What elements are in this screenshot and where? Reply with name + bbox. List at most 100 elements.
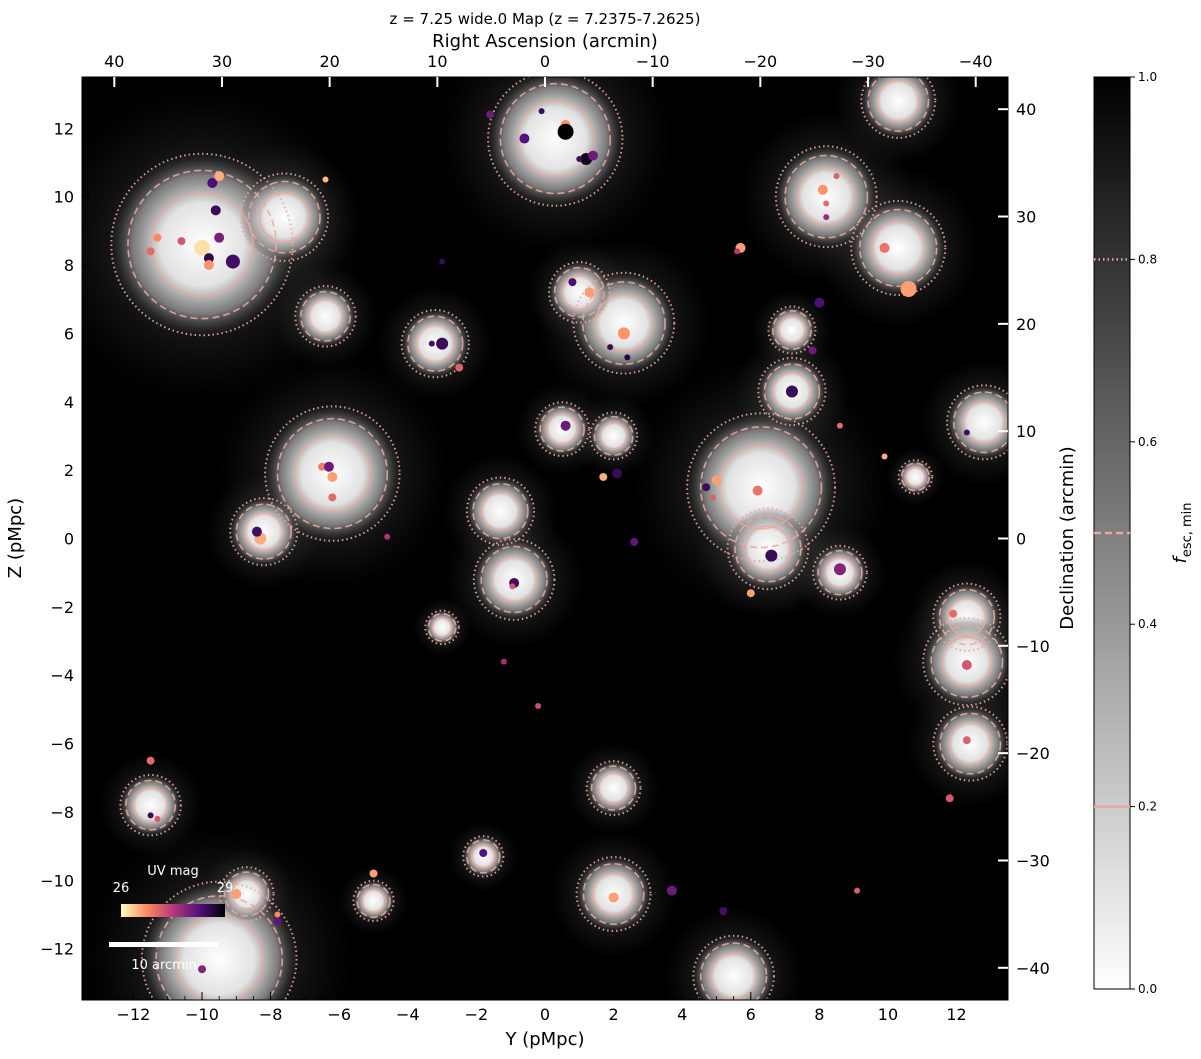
x-tick-label-1: −10 <box>185 1005 219 1024</box>
ionized-region-20 <box>400 309 470 378</box>
contour-solid-5 <box>594 294 653 353</box>
ionized-region-34 <box>424 610 460 645</box>
contour-dotted-30 <box>897 459 934 495</box>
galaxy-39 <box>630 537 639 546</box>
galaxy-11 <box>322 176 329 183</box>
right-tick-label-6: −20 <box>1016 744 1050 763</box>
bottom-x-axis: −12 −10 −8 −6 −4 −2 0 2 4 6 8 10 12 <box>98 992 992 1024</box>
galaxy-44 <box>765 549 778 562</box>
contour-dotted-18 <box>472 538 556 621</box>
galaxy-5 <box>207 177 218 188</box>
galaxy-67 <box>500 658 507 665</box>
contour-dotted-26 <box>692 934 775 1000</box>
contour-dotted-13 <box>767 305 817 355</box>
galaxy-7 <box>153 233 162 242</box>
left-y-axis: −12 −10 −8 −6 −4 −2 0 2 4 6 8 10 12 <box>40 93 90 984</box>
ionized-region-4 <box>229 497 299 566</box>
contour-solid-16 <box>941 636 993 687</box>
contour-solid-12 <box>772 371 812 412</box>
y-tick-label-12: 12 <box>54 119 74 138</box>
contour-solid-25 <box>592 872 636 916</box>
contour-solid-11 <box>871 220 926 276</box>
galaxy-74 <box>274 911 281 918</box>
contour-solid-1 <box>259 191 310 243</box>
contour-dashed-7 <box>699 426 823 549</box>
contour-dotted-0 <box>110 152 294 337</box>
galaxy-50 <box>785 385 798 398</box>
top-tick-label-7: −30 <box>851 52 885 71</box>
fesc-colorbar-contour-levels <box>1094 258 1130 808</box>
contour-dotted-21 <box>294 285 357 348</box>
x-tick-label-11: 10 <box>878 1005 898 1024</box>
right-tick-label-1: 30 <box>1016 208 1036 227</box>
cbar-tick-label-5: 1.0 <box>1138 70 1157 84</box>
galaxy-30 <box>323 461 334 472</box>
galaxy-52 <box>814 297 825 308</box>
right-y-axis: 40 30 20 10 0 −10 −20 −30 −40 <box>998 100 1050 978</box>
contour-solid-19 <box>480 491 521 531</box>
contour-solid-0 <box>150 192 254 297</box>
contour-dashed-2 <box>499 82 611 195</box>
galaxy-22 <box>568 278 577 287</box>
contour-dashed-20 <box>407 315 464 372</box>
ionized-region-19 <box>466 476 535 546</box>
x-tick-label-2: −8 <box>259 1005 283 1024</box>
contour-solid-20 <box>415 323 455 364</box>
contour-solid-28 <box>546 413 579 445</box>
galaxy-80 <box>854 887 861 894</box>
x-tick-label-10: 8 <box>814 1005 824 1024</box>
galaxy-51 <box>808 346 817 355</box>
galaxy-0 <box>194 239 211 256</box>
galaxy-10 <box>214 232 225 243</box>
galaxy-18 <box>538 108 545 115</box>
galaxy-36 <box>560 420 571 431</box>
contour-dotted-31 <box>462 835 505 878</box>
contour-solid-33 <box>361 888 386 913</box>
contour-dashed-25 <box>582 863 645 926</box>
top-tick-label-5: −10 <box>636 52 670 71</box>
ionized-region-17 <box>932 705 1008 782</box>
ionized-region-9 <box>774 145 878 249</box>
contour-dotted-4 <box>229 497 299 567</box>
ionized-region-8 <box>726 507 810 590</box>
x-tick-label-3: −6 <box>327 1005 351 1024</box>
galaxy-27 <box>455 363 464 372</box>
contour-solid-29 <box>824 556 856 589</box>
contour-dashed-21 <box>300 290 351 342</box>
galaxy-46 <box>833 563 846 576</box>
ionized-region-27 <box>589 411 638 460</box>
contour-dotted-20 <box>400 309 470 379</box>
contour-solid-4 <box>244 511 284 552</box>
y-tick-label-10: 8 <box>64 256 74 275</box>
contour-dotted-25 <box>575 856 652 932</box>
contour-dashed-22 <box>125 779 177 831</box>
galaxy-31 <box>327 471 338 482</box>
contour-dashed-10 <box>867 77 930 132</box>
contour-dotted-17 <box>932 705 1008 782</box>
contour-dashed-15 <box>938 588 996 646</box>
contour-solid-21 <box>307 298 344 335</box>
galaxy-28 <box>439 258 446 265</box>
contour-dashed-6 <box>553 266 605 318</box>
contour-solid-14 <box>962 400 1006 444</box>
contour-solid-7 <box>718 444 804 530</box>
galaxy-40 <box>711 475 722 486</box>
contour-dotted-22 <box>119 773 182 837</box>
galaxy-2 <box>203 253 214 264</box>
galaxy-70 <box>147 812 154 819</box>
contour-dotted-28 <box>534 401 591 457</box>
contour-dashed-8 <box>734 515 802 583</box>
x-tick-label-7: 2 <box>608 1005 618 1024</box>
contour-dotted-3 <box>264 405 401 542</box>
ionized-region-2 <box>486 77 624 208</box>
ionized-region-6 <box>548 261 611 324</box>
galaxy-76 <box>479 849 488 858</box>
contour-dotted-11 <box>850 199 947 296</box>
galaxy-3 <box>225 254 240 269</box>
contour-dashed-13 <box>771 309 812 350</box>
contour-dotted-6 <box>548 261 611 324</box>
contour-solid-18 <box>490 556 538 603</box>
y-tick-label-4: −4 <box>50 666 74 685</box>
contour-solid-3 <box>293 435 371 513</box>
cbar-tick-label-4: 0.8 <box>1138 252 1157 266</box>
